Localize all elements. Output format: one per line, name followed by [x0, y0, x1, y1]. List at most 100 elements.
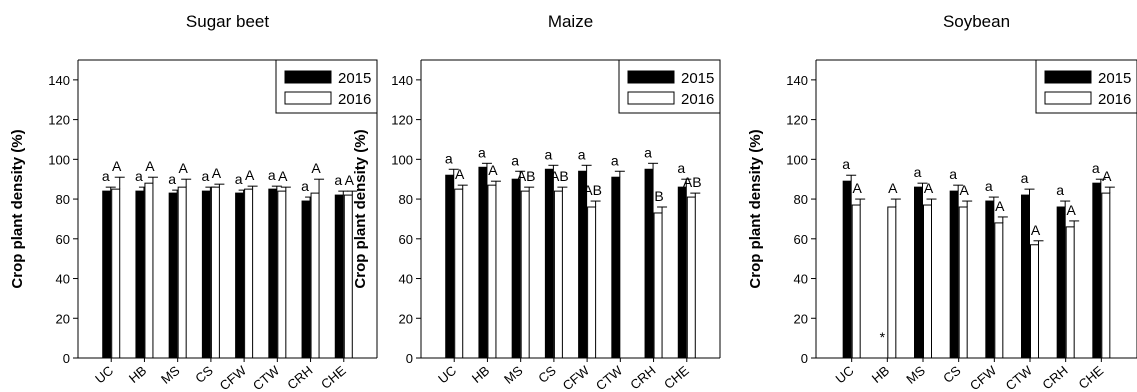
significance-letter: AB	[683, 174, 702, 190]
y-axis-label: Crop plant density (%)	[747, 129, 764, 288]
significance-letter: A	[488, 162, 498, 178]
x-tick-label: HB	[469, 363, 492, 386]
significance-letter: AB	[583, 182, 602, 198]
bar-2015-HB	[478, 166, 488, 359]
significance-letter: a	[102, 168, 110, 184]
y-tick-label: 60	[794, 232, 808, 247]
annotation-asterisk: *	[880, 329, 886, 345]
significance-letter: A	[852, 180, 862, 196]
bar-2015-CTW	[268, 188, 278, 359]
bar-2015-CRH	[644, 168, 654, 359]
significance-letter: a	[1021, 170, 1029, 186]
bar-2016-MS	[923, 204, 932, 359]
bar-2016-CFW	[587, 206, 597, 359]
significance-letter: a	[842, 156, 850, 172]
x-tick-label: CRH	[1039, 363, 1070, 392]
legend-label: 2016	[1098, 91, 1131, 108]
y-tick-label: 0	[63, 351, 70, 366]
significance-letter: A	[212, 165, 222, 181]
y-tick-label: 140	[48, 73, 70, 88]
y-tick-label: 60	[399, 232, 413, 247]
chart-title: Sugar beet	[186, 12, 269, 31]
significance-letter: a	[644, 144, 652, 160]
significance-letter: AB	[550, 168, 569, 184]
x-tick-label: CHE	[661, 363, 692, 392]
bar-2016-CRH	[1065, 226, 1075, 359]
chart-panel-2: Soybean 0 20 40 60 80 100 120 140 Crop plant dens…	[747, 12, 1137, 392]
x-tick-label: MS	[501, 363, 526, 387]
chart-panel-0: Sugar beet 0 20 40 60 80 100 120 140 Crop plant d…	[9, 12, 378, 392]
bar-2016-CRH	[310, 192, 320, 359]
bar-2016-MS	[520, 190, 530, 359]
significance-letter: a	[985, 178, 993, 194]
y-tick-label: 20	[399, 311, 413, 326]
bar-2016-MS	[177, 186, 187, 359]
bar-2015-CTW	[1021, 194, 1030, 359]
y-tick-label: 40	[399, 272, 413, 287]
y-axis-label: Crop plant density (%)	[352, 129, 369, 288]
y-tick-label: 120	[391, 113, 413, 128]
y-tick-label: 80	[399, 192, 413, 207]
chart-panel-1: Maize 0 20 40 60 80 100 120 140 Crop plant densit…	[352, 12, 721, 392]
bar-2016-UC	[851, 204, 861, 359]
x-tick-label: CFW	[217, 362, 250, 392]
significance-letter: a	[949, 166, 957, 182]
bar-2015-CFW	[235, 192, 245, 359]
bar-2016-CHE	[686, 196, 696, 359]
y-tick-label: 0	[406, 351, 413, 366]
y-tick-label: 100	[48, 152, 70, 167]
significance-letter: B	[654, 188, 663, 204]
x-tick-label: CHE	[318, 363, 349, 392]
y-tick-label: 100	[786, 152, 808, 167]
bar-2015-MS	[511, 178, 521, 359]
y-tick-label: 80	[56, 192, 70, 207]
y-tick-label: 80	[794, 192, 808, 207]
x-tick-label: CS	[940, 363, 964, 386]
significance-letter: a	[268, 167, 276, 183]
bar-2016-CS	[958, 206, 968, 359]
y-tick-label: 60	[56, 232, 70, 247]
significance-letter: A	[278, 168, 288, 184]
legend-label: 2015	[681, 70, 714, 87]
y-tick-label: 40	[794, 272, 808, 287]
bar-2016-HB	[144, 182, 154, 359]
bar-2015-UC	[445, 174, 455, 359]
x-tick-label: CS	[535, 363, 559, 386]
bar-2015-CRH	[301, 200, 311, 359]
chart-title: Maize	[548, 12, 593, 31]
significance-letter: a	[544, 146, 552, 162]
legend-label: 2015	[1098, 70, 1131, 87]
significance-letter: A	[995, 198, 1005, 214]
bar-2015-CHE	[1092, 182, 1102, 359]
significance-letter: A	[1031, 222, 1041, 238]
significance-letter: A	[311, 160, 321, 176]
significance-letter: A	[345, 172, 355, 188]
y-tick-label: 100	[391, 152, 413, 167]
significance-letter: AB	[517, 168, 536, 184]
legend-swatch-2016	[627, 91, 675, 105]
annotation-asterisk: *	[646, 329, 652, 345]
bar-2016-CTW	[1030, 244, 1039, 359]
bar-2015-CHE	[677, 186, 687, 359]
significance-letter: a	[511, 152, 519, 168]
x-tick-label: MS	[158, 363, 183, 387]
legend-swatch-2015	[1044, 70, 1092, 84]
bar-2016-CHE	[1101, 192, 1111, 359]
significance-letter: a	[478, 144, 486, 160]
x-tick-label: CFW	[560, 362, 593, 392]
significance-letter: a	[677, 160, 685, 176]
x-tick-label: CRH	[284, 363, 315, 392]
legend-swatch-2016	[284, 91, 332, 105]
bar-2016-CFW	[994, 222, 1004, 359]
significance-letter: a	[301, 178, 309, 194]
x-tick-label: CHE	[1076, 363, 1107, 392]
bar-2015-CRH	[1056, 206, 1066, 359]
legend-swatch-2015	[627, 70, 675, 84]
x-tick-label: HB	[869, 363, 892, 386]
significance-letter: a	[334, 172, 342, 188]
significance-letter: a	[168, 171, 176, 187]
x-tick-label: CS	[192, 363, 216, 386]
bar-2016-CS	[210, 186, 220, 359]
significance-letter: A	[145, 158, 155, 174]
significance-letter: A	[924, 180, 934, 196]
